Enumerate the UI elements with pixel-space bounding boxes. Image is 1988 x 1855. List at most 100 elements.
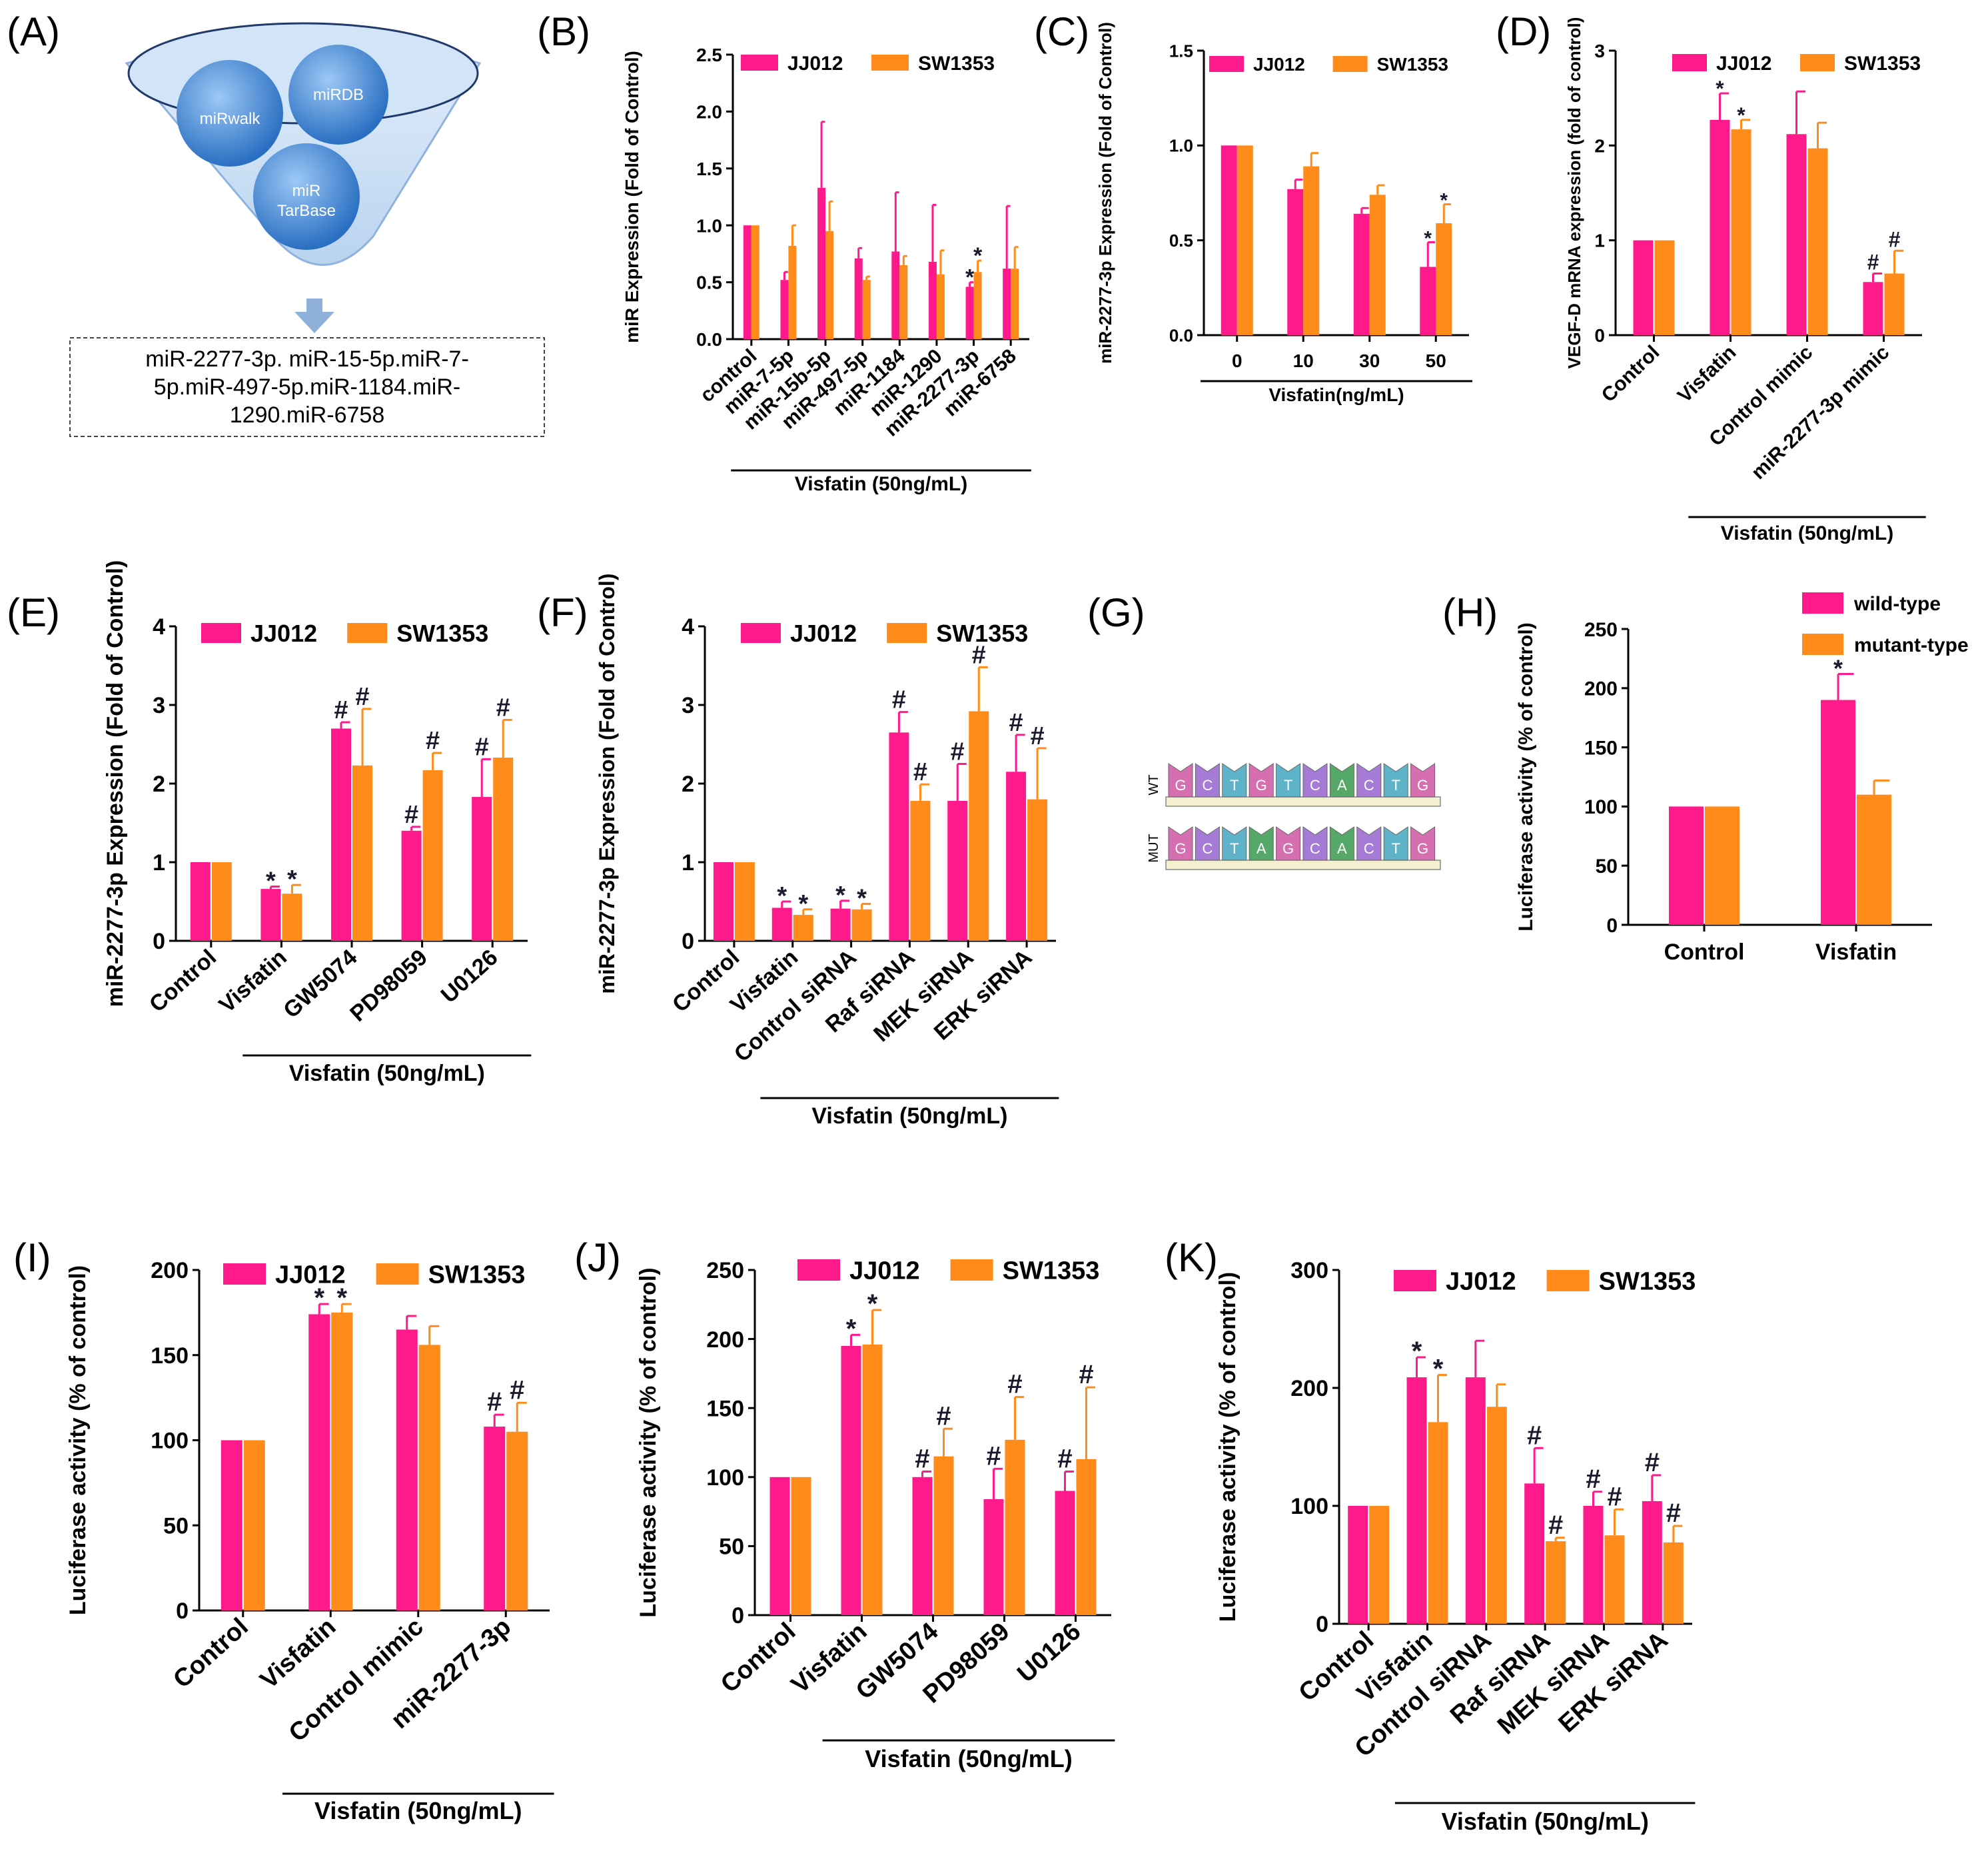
- significance-mark: #: [1867, 250, 1879, 274]
- svg-text:G: G: [1417, 840, 1428, 857]
- nucleotide-t-glyph: T: [1222, 763, 1247, 798]
- nucleotide-c-glyph: C: [1302, 826, 1328, 861]
- x-tick-label: U0126: [1012, 1617, 1086, 1688]
- legend-label: JJ012: [787, 53, 843, 75]
- bar: [422, 770, 443, 941]
- svg-text:C: C: [1310, 840, 1320, 857]
- x-tick-label: 10: [1293, 350, 1314, 371]
- panel-label: (K): [1165, 1235, 1218, 1280]
- result-box: [69, 337, 545, 437]
- bar: [418, 1345, 440, 1610]
- y-tick-label: 50: [163, 1513, 189, 1539]
- legend-label: JJ012: [275, 1261, 346, 1289]
- bar: [1237, 145, 1253, 336]
- y-tick-label: 0: [732, 1603, 744, 1628]
- nucleotide-t-glyph: T: [1383, 763, 1408, 798]
- sequence-row-label: MUT: [1147, 834, 1161, 862]
- significance-mark: #: [1586, 1465, 1600, 1494]
- bar: [1654, 240, 1675, 335]
- sequence-base-bar: [1165, 796, 1441, 807]
- significance-mark: #: [1527, 1421, 1542, 1450]
- svg-text:A: A: [1337, 840, 1347, 857]
- legend-label: SW1353: [1377, 54, 1448, 75]
- nucleotide-g-glyph: G: [1410, 826, 1436, 861]
- svg-text:T: T: [1391, 777, 1400, 794]
- legend-swatch: [347, 623, 388, 643]
- result-line: miR-2277-3p. miR-15-5p.miR-7-: [145, 346, 469, 372]
- significance-mark: *: [867, 1289, 878, 1319]
- panel-label: (F): [537, 590, 588, 635]
- y-axis-label: VEGF-D mRNA expression (fold of control): [1564, 17, 1584, 369]
- legend-label: wild-type: [1853, 593, 1941, 615]
- bar: [791, 1477, 811, 1615]
- panel-g-label: (G): [1087, 590, 1145, 635]
- nucleotide-c-glyph: C: [1356, 763, 1382, 798]
- bar: [793, 915, 813, 941]
- significance-mark: #: [936, 1401, 951, 1431]
- bar: [1027, 799, 1048, 941]
- y-tick-label: 200: [1584, 678, 1618, 700]
- bar: [1710, 119, 1730, 336]
- bar: [1436, 223, 1452, 335]
- bar: [841, 1345, 861, 1615]
- significance-mark: *: [777, 882, 787, 910]
- significance-mark: *: [1716, 77, 1724, 101]
- svg-text:G: G: [1175, 777, 1186, 794]
- x-tick-label: Visfatin: [1815, 939, 1897, 965]
- legend-swatch: [741, 623, 781, 643]
- bar: [817, 187, 826, 339]
- significance-mark: #: [1007, 1370, 1022, 1399]
- significance-mark: *: [846, 1314, 857, 1343]
- database-bubble-mirwalk: miRwalk: [177, 60, 283, 167]
- y-tick-label: 1.0: [696, 215, 722, 236]
- legend-swatch: [223, 1263, 266, 1285]
- y-tick-label: 200: [706, 1327, 744, 1353]
- group-label: Visfatin (50ng/mL): [811, 1103, 1007, 1129]
- bar: [1369, 1506, 1390, 1624]
- legend-swatch: [1332, 56, 1368, 72]
- bar: [1428, 1422, 1448, 1624]
- bar: [1055, 1491, 1075, 1615]
- group-label: Visfatin (50ng/mL): [1721, 522, 1893, 544]
- nucleotide-t-glyph: T: [1222, 826, 1247, 861]
- chart-c: (C) 0.0 0.5 1.0 1.5 miR-2277-3p Expression (F…: [1034, 9, 1472, 405]
- bar: [912, 1477, 933, 1615]
- y-axis-label: miR-2277-3p Expression (Fold of Control): [103, 560, 128, 1007]
- bar: [1807, 148, 1828, 335]
- group-label: Visfatin (50ng/mL): [865, 1745, 1072, 1772]
- bar: [260, 889, 281, 941]
- bar: [1524, 1483, 1545, 1624]
- bar: [947, 800, 968, 941]
- bar: [734, 862, 755, 941]
- bar: [825, 231, 834, 339]
- significance-mark: #: [1548, 1511, 1563, 1540]
- bar: [1663, 1542, 1684, 1624]
- bar: [910, 800, 931, 941]
- bar: [743, 225, 751, 339]
- bar: [1303, 166, 1320, 335]
- bar: [1857, 794, 1891, 925]
- bar: [769, 1477, 790, 1615]
- bar: [1076, 1459, 1097, 1615]
- bar: [983, 1499, 1004, 1615]
- bar: [1353, 213, 1370, 335]
- significance-mark: #: [487, 1387, 502, 1417]
- significance-mark: *: [314, 1283, 324, 1313]
- y-tick-label: 1: [682, 850, 694, 876]
- legend-label: JJ012: [1446, 1268, 1516, 1296]
- bar: [862, 280, 871, 339]
- bar: [788, 245, 797, 339]
- legend-swatch: [201, 623, 241, 643]
- y-tick-label: 100: [706, 1465, 744, 1491]
- svg-text:C: C: [1364, 840, 1374, 857]
- y-tick-label: 1.5: [696, 159, 722, 179]
- chart-h: (H) 0 50 100 150 200 250 Luciferase activity (%…: [1442, 590, 1969, 965]
- significance-mark: *: [965, 265, 975, 291]
- database-label-mirdb: miRDB: [313, 86, 364, 104]
- bar: [1669, 806, 1704, 925]
- chart-d: (D) 0 1 2 3 VEGF-D mRNA expression (fold of c…: [1496, 9, 1926, 544]
- group-label: Visfatin(ng/mL): [1268, 384, 1404, 405]
- legend-swatch: [1802, 592, 1843, 614]
- legend-label: JJ012: [790, 620, 857, 647]
